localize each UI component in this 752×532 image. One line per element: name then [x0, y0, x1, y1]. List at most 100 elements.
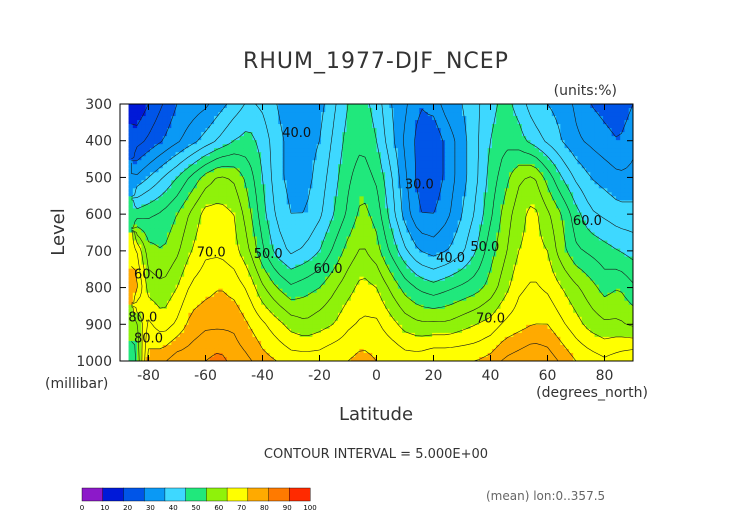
contour-cell — [594, 244, 600, 250]
contour-cell — [543, 248, 549, 254]
contour-cell — [440, 200, 446, 205]
contour-cell — [449, 244, 455, 250]
contour-cell — [598, 176, 604, 181]
contour-cell — [158, 216, 164, 222]
contour-cell — [167, 236, 172, 242]
contour-cell — [611, 192, 617, 197]
contour-cell — [308, 104, 313, 109]
contour-cell — [380, 240, 386, 246]
contour-cell — [603, 228, 608, 234]
contour-cell — [316, 264, 322, 270]
contour-cell — [615, 188, 621, 193]
contour-cell — [248, 184, 254, 189]
contour-cell — [389, 268, 395, 274]
contour-cell — [547, 232, 553, 238]
contour-cell — [359, 260, 365, 266]
contour-cell — [154, 148, 160, 153]
contour-cell — [487, 200, 493, 205]
contour-cell — [573, 220, 579, 226]
contour-cell — [410, 180, 416, 185]
contour-cell — [470, 112, 476, 117]
contour-cell — [167, 120, 172, 125]
contour-cell — [184, 140, 190, 145]
contour-cell — [299, 256, 305, 262]
contour-cell — [312, 152, 318, 157]
contour-cell — [350, 200, 356, 205]
contour-cell — [517, 204, 523, 210]
contour-cell — [256, 108, 262, 113]
contour-cell — [162, 152, 168, 157]
contour-cell — [440, 216, 446, 222]
contour-cell — [556, 156, 561, 161]
contour-cell — [282, 140, 288, 145]
contour-cell — [419, 128, 425, 133]
contour-cell — [367, 184, 373, 189]
contour-cell — [286, 240, 292, 246]
contour-cell — [222, 236, 228, 242]
contour-cell — [462, 124, 467, 129]
contour-cell — [436, 196, 442, 201]
contour-cell — [560, 120, 566, 125]
contour-cell — [402, 244, 408, 250]
contour-cell — [598, 140, 604, 145]
contour-cell — [462, 144, 467, 149]
contour-cell — [393, 136, 399, 141]
contour-cell — [449, 156, 455, 161]
contour-cell — [526, 132, 532, 137]
contour-cell — [385, 216, 390, 222]
contour-cell — [372, 244, 378, 250]
contour-cell — [269, 112, 275, 117]
contour-cell — [564, 128, 570, 133]
contour-cell — [526, 120, 532, 125]
contour-cell — [603, 256, 608, 262]
contour-cell — [201, 104, 207, 109]
contour-cell — [500, 148, 506, 153]
contour-cell — [367, 268, 373, 274]
contour-cell — [462, 240, 467, 246]
contour-cell — [329, 252, 335, 258]
contour-cell — [577, 216, 583, 222]
contour-cell — [414, 268, 420, 274]
contour-cell — [167, 240, 172, 246]
contour-cell — [265, 168, 271, 173]
contour-cell — [303, 152, 309, 157]
contour-cell — [303, 200, 309, 205]
contour-cell — [239, 144, 245, 149]
contour-cell — [615, 104, 621, 109]
contour-cell — [603, 148, 608, 153]
contour-cell — [179, 204, 185, 210]
contour-cell — [226, 172, 232, 177]
contour-cell — [303, 172, 309, 177]
contour-cell — [120, 252, 125, 258]
contour-cell — [248, 136, 254, 141]
contour-cell — [231, 140, 237, 145]
contour-cell — [615, 172, 621, 177]
contour-cell — [303, 196, 309, 201]
contour-cell — [171, 124, 177, 129]
contour-cell — [205, 108, 211, 113]
contour-cell — [385, 156, 390, 161]
contour-cell — [128, 220, 134, 226]
contour-cell — [235, 212, 241, 218]
contour-cell — [256, 132, 262, 137]
contour-cell — [205, 144, 211, 149]
contour-cell — [201, 112, 207, 117]
contour-cell — [325, 204, 331, 210]
contour-cell — [175, 208, 181, 214]
contour-cell — [196, 112, 202, 117]
contour-cell — [526, 128, 532, 133]
contour-cell — [299, 152, 305, 157]
contour-cell — [231, 164, 237, 169]
contour-cell — [312, 120, 318, 125]
contour-cell — [303, 224, 309, 230]
contour-cell — [402, 156, 408, 161]
contour-cell — [243, 176, 249, 181]
contour-cell — [483, 212, 489, 218]
contour-cell — [462, 176, 467, 181]
contour-cell — [526, 176, 532, 181]
contour-cell — [534, 152, 540, 157]
contour-cell — [350, 160, 356, 165]
contour-cell — [295, 232, 301, 238]
contour-cell — [196, 236, 202, 242]
contour-cell — [196, 208, 202, 214]
